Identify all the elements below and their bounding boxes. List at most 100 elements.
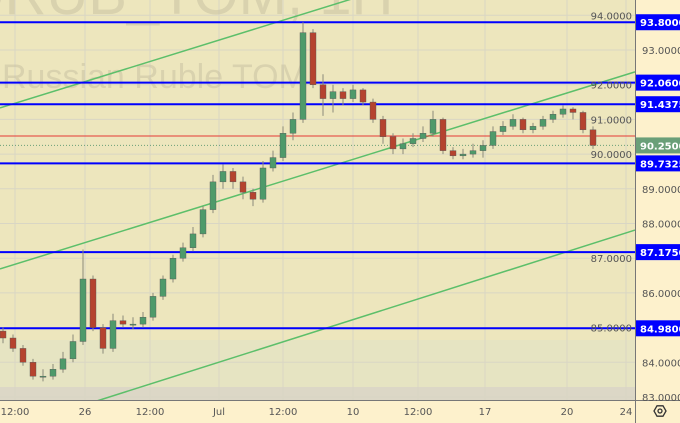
trend-line[interactable] — [0, 229, 636, 423]
y-tick-label: 89.0000 — [642, 185, 680, 196]
candle-body — [469, 150, 477, 155]
x-tick-label: 20 — [561, 407, 574, 418]
price-axis[interactable] — [635, 0, 680, 400]
price-tag-label: 87.1750 — [640, 248, 680, 259]
candle-body — [389, 136, 397, 150]
candle-body — [0, 330, 7, 339]
y-tick-label: 85.0000 — [591, 324, 632, 335]
candle-body — [459, 153, 467, 157]
candle-body — [439, 119, 447, 151]
candle-body — [299, 32, 307, 120]
candle-body — [409, 138, 417, 144]
x-tick-label: 12:00 — [404, 407, 433, 418]
y-tick-label: 92.0000 — [591, 81, 632, 92]
candle-body — [159, 278, 167, 297]
price-tag — [636, 320, 680, 337]
candle-body — [339, 91, 347, 99]
candle-body — [179, 247, 187, 259]
candle-body — [519, 119, 527, 131]
y-tick-label: 87.0000 — [591, 254, 632, 265]
price-tag-label: 84.9800 — [640, 324, 680, 335]
candle-body — [559, 108, 567, 115]
y-tick-label: 94.0000 — [591, 11, 632, 22]
candle-body — [189, 233, 197, 248]
candle-body — [579, 112, 587, 131]
price-tag-label: 89.7325 — [640, 159, 680, 170]
y-tick-label: 86.0000 — [642, 289, 680, 300]
candle-body — [489, 131, 497, 146]
candle-body — [79, 278, 87, 342]
candle-body — [379, 119, 387, 137]
bottom-zone — [0, 387, 635, 400]
candle-body — [309, 32, 317, 85]
candle-body — [119, 320, 127, 325]
lower-zone — [0, 340, 635, 387]
candle-body — [589, 129, 597, 146]
candle-body — [229, 171, 237, 183]
candle-body — [349, 89, 357, 99]
candle-body — [149, 296, 157, 318]
y-tick-label: 88.0000 — [642, 220, 680, 231]
candle-body — [59, 358, 67, 370]
x-tick-label: 17 — [479, 407, 492, 418]
x-tick-label: 12:00 — [136, 407, 165, 418]
y-tick-label: 83.0000 — [642, 393, 680, 404]
candle-body — [449, 150, 457, 157]
candle-body — [479, 145, 487, 151]
candle-body — [129, 323, 137, 326]
candle-body — [99, 327, 107, 349]
last-price-label: 90.2500 — [640, 141, 680, 152]
watermark-description: Russian Ruble TOM — [2, 58, 307, 96]
y-tick-label: 90.0000 — [591, 150, 632, 161]
candle-body — [259, 167, 267, 200]
price-tag — [636, 14, 680, 31]
x-tick-label: Jul — [212, 407, 225, 418]
candle-body — [29, 362, 37, 377]
candle-body — [249, 192, 257, 200]
candle-body — [539, 119, 547, 127]
candle-body — [169, 258, 177, 280]
candle-body — [369, 101, 377, 120]
candle-body — [9, 337, 17, 349]
candle-body — [209, 181, 217, 210]
candle-body — [319, 84, 327, 99]
price-tag — [636, 96, 680, 113]
price-tag-label: 91.4375 — [640, 100, 680, 111]
candle-body — [569, 108, 577, 113]
y-tick-label: 84.0000 — [642, 358, 680, 369]
last-price-tag — [636, 137, 680, 154]
price-tag — [636, 155, 680, 172]
candle-body — [289, 119, 297, 134]
candle-body — [419, 133, 427, 139]
candle-body — [19, 348, 27, 363]
candle-body — [139, 316, 147, 325]
candle-body — [509, 119, 517, 127]
candle-body — [279, 133, 287, 158]
x-tick-label: 24 — [620, 407, 633, 418]
candle-body — [89, 278, 97, 328]
x-tick-label: 10 — [347, 407, 360, 418]
price-tag-label: 92.0600 — [640, 79, 680, 90]
price-tag — [636, 244, 680, 261]
y-tick-label: 93.0000 — [642, 46, 680, 57]
x-tick-label: 12:00 — [1, 407, 30, 418]
candle-body — [219, 171, 227, 183]
price-tag — [636, 74, 680, 91]
candle-body — [499, 126, 507, 132]
candle-body — [239, 181, 247, 193]
candle-body — [199, 209, 207, 235]
y-tick-label: 91.0000 — [591, 115, 632, 126]
candle-body — [429, 119, 437, 134]
candle-body — [359, 89, 367, 103]
trend-line[interactable] — [0, 0, 635, 109]
candle-body — [69, 341, 77, 360]
x-tick-label: 12:00 — [269, 407, 298, 418]
time-axis[interactable] — [0, 400, 680, 423]
candle-body — [49, 369, 57, 377]
price-tag-label: 93.8000 — [640, 18, 680, 29]
candle-body — [399, 143, 407, 150]
settings-gear-icon[interactable] — [653, 405, 667, 417]
candle-body — [529, 126, 537, 131]
candle-body — [269, 157, 277, 169]
